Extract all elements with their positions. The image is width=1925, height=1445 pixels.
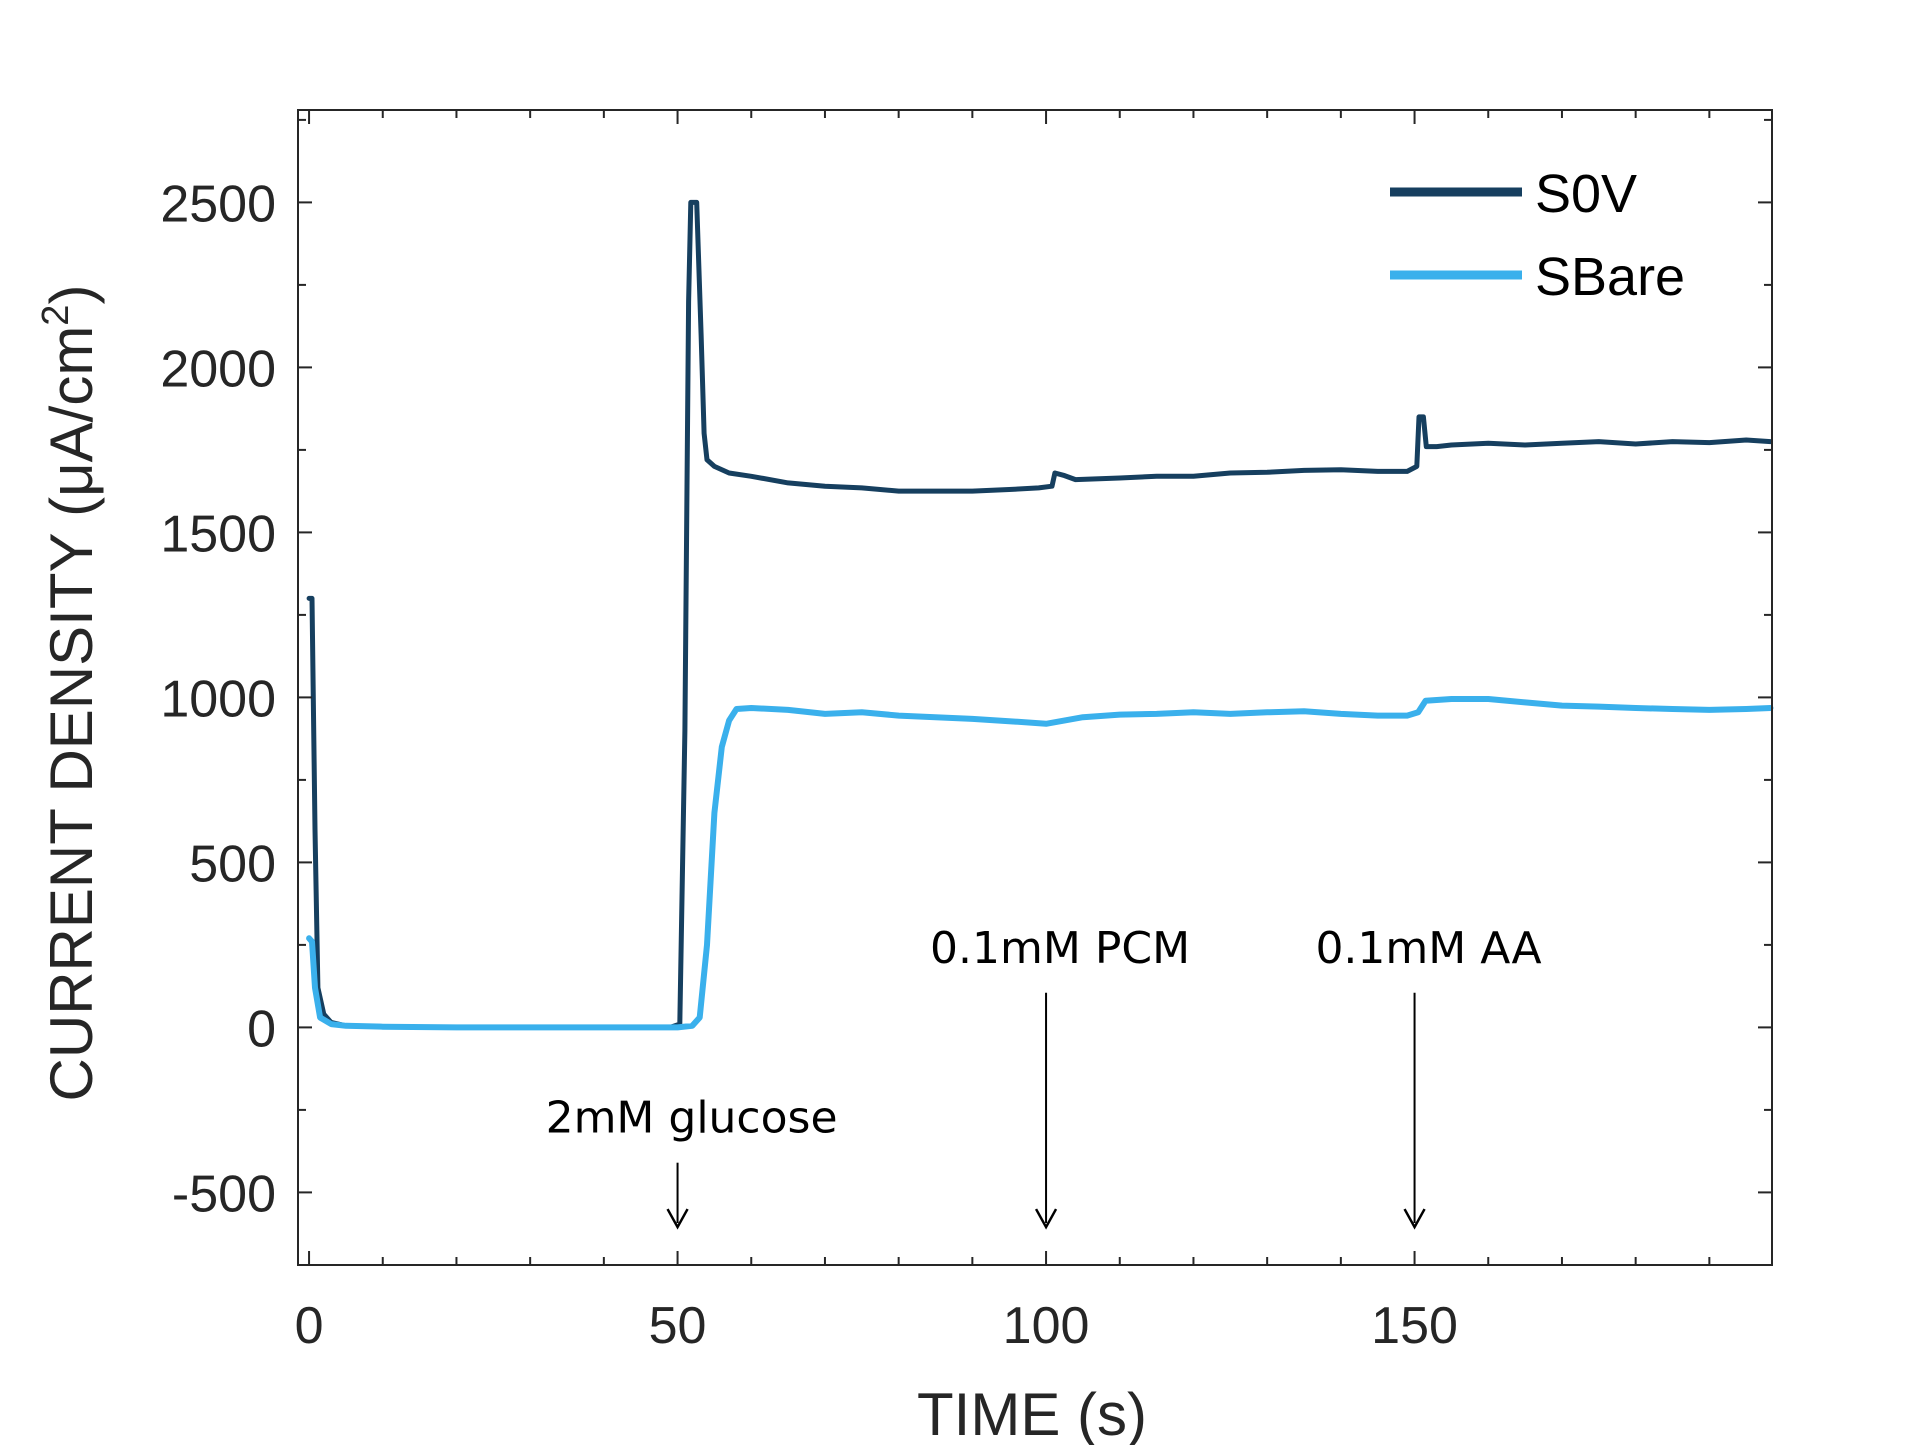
annotation-layer: 2mM glucose 0.1mM PCM 0.1mM AA <box>546 923 1542 1230</box>
y-tick-label: 1500 <box>160 505 276 563</box>
y-tick-label: 500 <box>189 835 276 893</box>
x-tick-label: 150 <box>1371 1297 1458 1355</box>
y-tick-label: 2500 <box>160 175 276 233</box>
y-axis-title-close: ) <box>38 285 105 305</box>
annotation-arrowhead-2mm-glucose <box>666 1208 689 1230</box>
y-axis-title-main: CURRENT DENSITY (μA/cm <box>38 326 105 1102</box>
y-tick-label: 1000 <box>160 670 276 728</box>
ticks-layer: 0 50 100 150 -500 0 500 1000 1500 2000 2500 <box>160 110 1772 1355</box>
annotation-arrowhead-0-1mm-aa <box>1403 1208 1426 1230</box>
annotation-arrowhead-0-1mm-pcm <box>1034 1208 1058 1230</box>
y-axis-title-superscript: 2 <box>35 305 77 326</box>
annotation-label-0-1mm-aa: 0.1mM AA <box>1315 923 1541 974</box>
legend-label-s0v: S0V <box>1535 164 1637 224</box>
y-tick-label: 2000 <box>160 340 276 398</box>
x-tick-label: 100 <box>1003 1297 1090 1355</box>
x-axis-title: TIME (s) <box>917 1381 1147 1445</box>
y-axis-title: CURRENT DENSITY (μA/cm2) <box>35 285 105 1102</box>
annotation-label-2mm-glucose: 2mM glucose <box>546 1093 838 1144</box>
series-layer <box>306 199 1774 1031</box>
annotation-label-0-1mm-pcm: 0.1mM PCM <box>930 923 1190 974</box>
x-tick-label: 50 <box>649 1297 707 1355</box>
legend: S0V SBare <box>1390 164 1685 307</box>
plot-area-frame <box>297 109 1773 1266</box>
y-tick-label: 0 <box>247 1000 276 1058</box>
y-tick-label: -500 <box>172 1165 276 1223</box>
series-line-sbare <box>306 696 1774 1031</box>
legend-label-sbare: SBare <box>1535 247 1685 307</box>
x-tick-label: 0 <box>295 1297 324 1355</box>
